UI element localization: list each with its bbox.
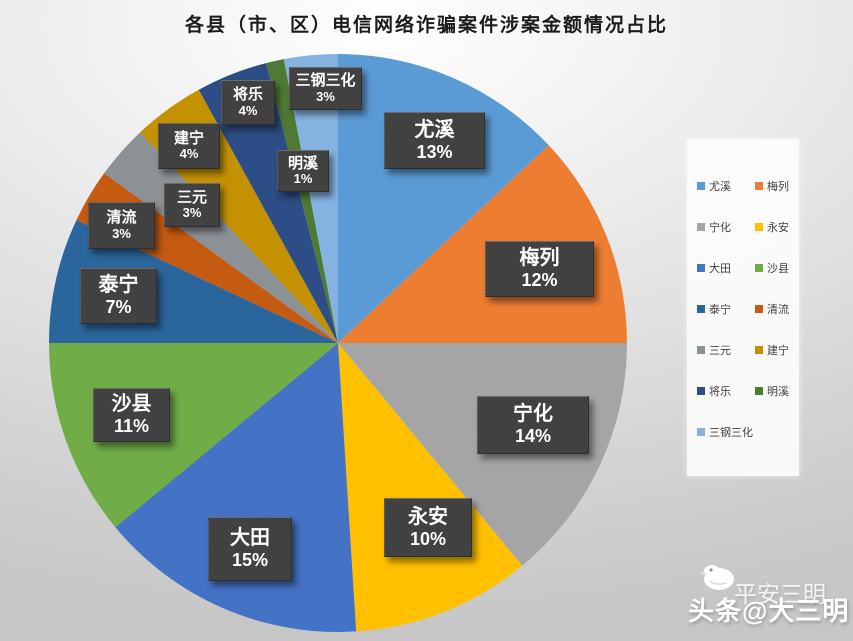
slice-label-percent: 1% [293, 171, 313, 187]
legend-item-建宁: 建宁 [755, 342, 799, 358]
legend-swatch-icon [755, 263, 763, 272]
slice-label-yongan: 永安 10% [384, 498, 472, 557]
legend: 尤溪 梅列宁化 永安大田 沙县泰宁 清流三元 建宁将乐 明溪三钢三化 [687, 139, 799, 476]
legend-item-沙县: 沙县 [755, 260, 799, 276]
slice-label-name: 大田 [230, 527, 270, 550]
watermark-ghost-text: 平安三明 [734, 581, 826, 607]
pie-slice-大田 [115, 343, 357, 633]
slice-label-percent: 15% [231, 550, 269, 571]
slice-label-percent: 7% [105, 297, 132, 318]
pie-slice-三元 [104, 132, 338, 343]
legend-swatch-icon [755, 222, 763, 231]
slice-label-name: 三钢三化 [295, 72, 356, 90]
duck-logo-icon [700, 565, 734, 590]
legend-swatch-icon [697, 181, 705, 190]
legend-item-label: 大田 [709, 262, 731, 275]
pie-slice-永安 [338, 343, 523, 632]
slice-label-percent: 13% [416, 141, 453, 162]
pie-slice-明溪 [266, 59, 338, 344]
pie-slice-将乐 [198, 63, 338, 343]
legend-item-label: 梅列 [767, 180, 789, 193]
slice-label-datian: 大田 15% [208, 517, 292, 581]
slice-label-name: 泰宁 [98, 274, 139, 297]
slice-label-name: 宁化 [513, 403, 553, 426]
slice-label-mingxi: 明溪 1% [277, 150, 329, 192]
chart-title: 各县（市、区）电信网络诈骗案件涉案金额情况占比 [184, 15, 668, 36]
slice-label-percent: 11% [113, 416, 150, 437]
legend-swatch-icon [755, 304, 763, 313]
watermark: 平安三明 头条@大三明 [686, 563, 850, 637]
legend-item-明溪: 明溪 [755, 383, 799, 399]
slice-label-qingliu: 清流 3% [88, 202, 155, 249]
slice-label-name: 梅列 [519, 247, 560, 270]
slice-label-name: 尤溪 [414, 118, 455, 141]
slice-label-shaxian: 沙县 11% [93, 388, 170, 442]
slice-label-percent: 4% [238, 102, 258, 118]
slice-label-youxi: 尤溪 13% [384, 112, 485, 169]
slice-label-sangangsanhua: 三钢三化 3% [289, 67, 362, 110]
slice-label-percent: 3% [316, 88, 335, 104]
slice-label-percent: 10% [409, 528, 447, 549]
slice-label-taining: 泰宁 7% [80, 268, 157, 324]
legend-item-三元: 三元 [697, 342, 755, 358]
slice-label-sanyuan: 三元 3% [164, 183, 220, 227]
legend-item-大田: 大田 [697, 260, 755, 276]
slice-label-percent: 14% [514, 426, 552, 447]
legend-swatch-icon [697, 386, 705, 395]
watermark-front-prefix: 头条 [688, 596, 743, 626]
legend-item-梅列: 梅列 [755, 178, 799, 194]
legend-item-label: 永安 [767, 221, 789, 234]
slice-label-name: 永安 [408, 505, 448, 528]
legend-item-将乐: 将乐 [697, 383, 755, 399]
legend-item-label: 尤溪 [709, 180, 731, 193]
legend-item-label: 泰宁 [709, 303, 731, 316]
pie-slice-三钢三化 [283, 54, 338, 343]
legend-item-label: 将乐 [709, 385, 731, 398]
legend-item-label: 三钢三化 [709, 426, 753, 439]
legend-swatch-icon [755, 386, 763, 395]
legend-item-label: 明溪 [767, 385, 789, 398]
legend-item-label: 三元 [709, 344, 731, 357]
slice-label-jianning: 建宁 4% [158, 123, 220, 169]
legend-item-label: 建宁 [767, 344, 789, 357]
legend-item-label: 清流 [767, 303, 789, 316]
watermark-front-handle: @大三明 [742, 596, 850, 626]
slice-label-name: 明溪 [287, 154, 318, 172]
legend-swatch-icon [697, 345, 705, 354]
legend-item-label: 宁化 [709, 221, 731, 234]
slice-label-meilie: 梅列 12% [485, 241, 594, 297]
legend-swatch-icon [697, 427, 705, 436]
slice-label-ninghua: 宁化 14% [477, 396, 589, 454]
legend-item-宁化: 宁化 [697, 219, 755, 235]
legend-swatch-icon [755, 345, 763, 354]
slice-label-percent: 4% [179, 146, 199, 162]
legend-item-清流: 清流 [755, 301, 799, 317]
legend-swatch-icon [755, 181, 763, 190]
legend-swatch-icon [697, 304, 705, 313]
slice-label-name: 三元 [176, 188, 207, 206]
slice-label-name: 将乐 [232, 86, 263, 104]
slice-label-percent: 3% [112, 225, 131, 241]
legend-swatch-icon [697, 263, 705, 272]
legend-item-label: 沙县 [767, 262, 789, 275]
legend-item-尤溪: 尤溪 [697, 178, 755, 194]
slice-label-name: 清流 [106, 209, 137, 227]
legend-item-三钢三化: 三钢三化 [697, 424, 755, 440]
slice-label-percent: 3% [182, 205, 202, 221]
legend-swatch-icon [697, 222, 705, 231]
legend-item-永安: 永安 [755, 219, 799, 235]
slice-label-name: 沙县 [111, 393, 152, 416]
watermark-front-text: 头条@大三明 [688, 591, 849, 628]
slice-label-name: 建宁 [173, 129, 204, 147]
slice-label-jiangle: 将乐 4% [221, 80, 275, 125]
legend-item-泰宁: 泰宁 [697, 301, 755, 317]
slice-label-percent: 12% [521, 270, 558, 291]
